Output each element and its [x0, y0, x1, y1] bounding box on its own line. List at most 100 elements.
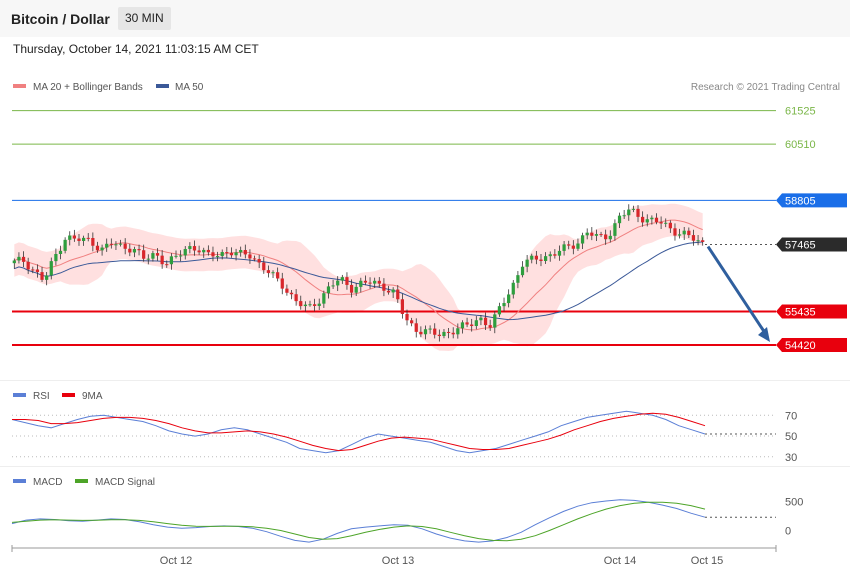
- moving-averages: [14, 219, 703, 331]
- level-tag-54420: [776, 337, 847, 352]
- candle-body: [474, 320, 478, 327]
- candle-body: [202, 249, 206, 253]
- candle-body: [174, 255, 178, 257]
- candle-body: [654, 217, 659, 223]
- candle-body: [664, 222, 668, 224]
- candle-body: [359, 280, 363, 287]
- candle-body: [68, 235, 72, 240]
- candle-body: [594, 234, 599, 236]
- candle-body: [95, 245, 100, 251]
- timeframe-badge[interactable]: 30 MIN: [118, 7, 171, 30]
- candle-body: [215, 256, 220, 258]
- candle-body: [451, 332, 455, 335]
- candle-body: [128, 248, 132, 253]
- rsi-tick-label: 70: [785, 410, 797, 422]
- candle-body: [35, 269, 40, 273]
- candle-body: [567, 244, 571, 246]
- rsi-panel: 70 50 30: [11, 410, 797, 464]
- candle-body: [576, 243, 580, 249]
- forecast-arrow: [706, 245, 770, 342]
- candle-body: [49, 261, 53, 276]
- candle-body: [677, 234, 682, 236]
- instrument-title: Bitcoin / Dollar: [11, 11, 110, 27]
- candle-body: [414, 323, 418, 332]
- legend-swatch-9ma: [62, 393, 75, 397]
- candle-body: [179, 255, 183, 257]
- candle-body: [520, 266, 525, 276]
- candle-body: [622, 215, 626, 217]
- candle-body: [580, 235, 585, 244]
- candle-body: [673, 228, 677, 236]
- candle-body: [257, 259, 261, 263]
- candle-body: [109, 243, 113, 245]
- candle-body: [405, 313, 409, 321]
- candle-body: [54, 253, 58, 262]
- rsi-panel-divider: [0, 380, 850, 381]
- legend-ma20-label: MA 20 + Bollinger Bands: [33, 82, 143, 93]
- candle-body: [433, 328, 437, 335]
- candle-body: [543, 256, 548, 261]
- candle-body: [557, 250, 562, 256]
- candle-body: [312, 304, 317, 306]
- candle-body: [188, 246, 192, 250]
- candle-body: [262, 262, 266, 271]
- candle-body: [326, 286, 331, 294]
- macd-line: [11, 499, 706, 543]
- candle-body: [641, 216, 645, 223]
- candle-body: [197, 250, 201, 253]
- candle-body: [63, 239, 67, 251]
- candle-body: [659, 222, 663, 224]
- candle-body: [248, 254, 252, 259]
- legend-swatch-ma20: [13, 84, 26, 88]
- candle-body: [608, 235, 612, 240]
- candle-body: [382, 283, 386, 291]
- candle-body: [169, 256, 174, 265]
- level-tag-57465: [776, 237, 847, 252]
- candle-body: [497, 306, 502, 315]
- rsi-line: [11, 410, 706, 454]
- candle-body: [192, 246, 197, 251]
- x-tick-label: Oct 13: [382, 555, 414, 567]
- rsi-tick-label: 50: [785, 431, 797, 443]
- candle-body: [668, 222, 672, 229]
- candle-body: [696, 240, 700, 242]
- candle-body: [507, 294, 511, 304]
- candle-body: [548, 254, 552, 257]
- candle-body: [336, 280, 340, 286]
- candle-body: [419, 331, 423, 335]
- level-label-61525: 61525: [785, 106, 816, 118]
- candle-body: [428, 328, 432, 330]
- candle-body: [701, 240, 705, 242]
- candle-body: [553, 254, 557, 256]
- candle-body: [322, 293, 326, 304]
- candle-body: [363, 280, 368, 283]
- candle-body: [530, 255, 534, 260]
- macd-panel-divider: [0, 466, 850, 467]
- candle-body: [72, 235, 76, 239]
- candle-body: [511, 282, 515, 295]
- legend-ma50-label: MA 50: [175, 82, 204, 93]
- candle-body: [220, 252, 224, 257]
- candle-body: [590, 232, 594, 236]
- candle-body: [225, 252, 229, 254]
- candle-body: [604, 234, 608, 240]
- candle-body: [400, 299, 405, 314]
- candle-body: [599, 234, 603, 236]
- candle-body: [239, 250, 243, 253]
- macd-tick-label: 500: [785, 497, 803, 509]
- candle-body: [488, 325, 492, 328]
- candle-body: [349, 284, 354, 293]
- candle-body: [571, 245, 575, 249]
- candle-body: [294, 294, 298, 302]
- candle-body: [645, 219, 649, 223]
- candle-body: [539, 259, 543, 261]
- legend-swatch-rsi: [13, 393, 26, 397]
- candle-body: [585, 232, 589, 236]
- level-label-54420: 54420: [785, 340, 816, 352]
- price-levels: 61525 60510 58805 57465 55435 54420: [12, 106, 847, 352]
- level-label-58805: 58805: [785, 195, 816, 207]
- chart-datetime: Thursday, October 14, 2021 11:03:15 AM C…: [13, 42, 259, 56]
- candle-body: [631, 208, 636, 210]
- x-axis: Oct 12 Oct 13 Oct 14 Oct 15: [11, 545, 777, 567]
